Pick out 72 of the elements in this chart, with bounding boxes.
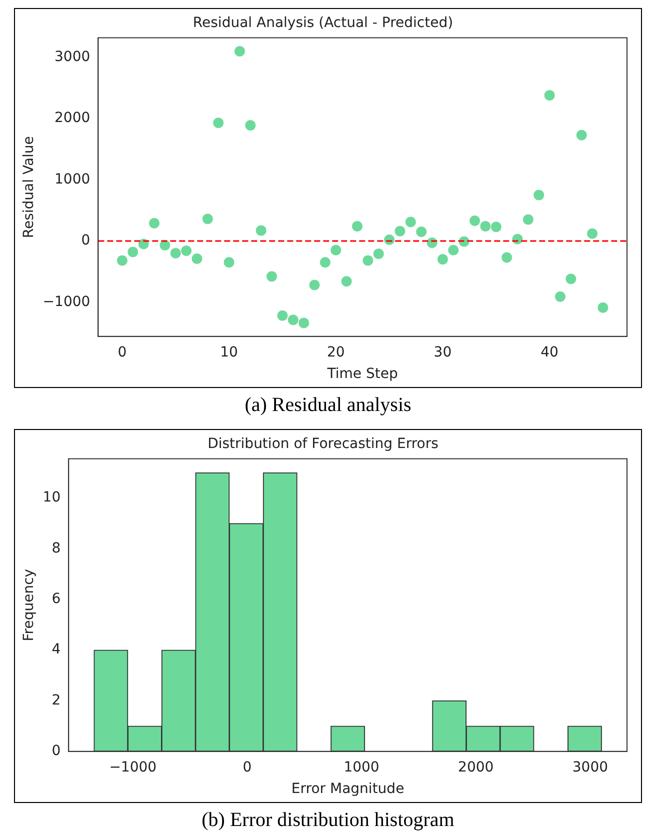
y-tick-label: 4 [52,642,61,658]
y-tick-label: 10 [42,490,61,506]
point [170,247,182,259]
x-tick-label: 40 [540,344,558,360]
x-axis-title: Error Magnitude [291,781,404,798]
y-tick-label: 0 [81,232,90,249]
y-tick-label: 1000 [54,171,90,188]
y-tick-label: 2 [52,692,61,708]
point [597,302,609,314]
point [501,252,513,264]
y-axis-title: Frequency [21,568,38,642]
y-tick-label: 3000 [54,49,90,66]
point [180,244,192,256]
point [522,214,534,226]
y-tick-label: 0 [52,743,61,760]
point [404,216,416,228]
x-tick-label: 0 [242,759,252,776]
point [384,234,396,246]
point [266,270,278,282]
point [159,239,171,251]
point [416,226,428,238]
chart-title: Residual Analysis (Actual - Predicted) [192,15,454,32]
x-tick-label: 1000 [344,759,380,776]
point [244,120,256,132]
y-tick-label: 6 [52,591,61,608]
y-tick-label: 8 [52,540,61,556]
point [330,244,342,256]
point [308,279,320,291]
point [480,220,492,232]
point [148,217,160,229]
text: (a) Residual analysis [244,393,412,418]
point [362,254,374,266]
y-tick-label: −1000 [42,294,90,310]
point [469,215,481,227]
point [276,310,288,322]
point [436,254,448,266]
point [212,117,224,129]
point [191,252,203,264]
y-axis-title: Residual Value [21,136,38,238]
point [202,213,214,225]
x-tick-label: 3000 [572,759,608,776]
point [448,244,460,256]
point [490,221,502,233]
point [394,225,406,237]
point [565,273,577,285]
text: (b) Error distribution histogram [200,808,456,833]
x-tick-label: −1000 [109,759,157,776]
point [234,46,246,58]
point [544,90,556,102]
point [351,220,363,232]
point [223,256,235,268]
point [586,228,598,240]
point [138,238,150,250]
point [340,276,352,288]
x-tick-label: 2000 [458,759,494,776]
x-tick-label: 10 [220,344,238,360]
x-tick-label: 0 [118,344,127,360]
point [255,224,267,236]
point [319,256,331,268]
point [372,248,384,260]
x-tick-label: 20 [326,344,345,360]
y-tick-label: 2000 [54,110,90,126]
x-tick-label: 30 [434,344,452,360]
chart-title: Distribution of Forecasting Errors [208,436,438,452]
point [127,246,139,258]
point [298,317,310,329]
point [533,189,545,201]
x-axis-title: Time Step [326,366,398,382]
point [554,290,566,302]
point [287,314,299,326]
point [576,129,588,141]
point [116,254,128,266]
